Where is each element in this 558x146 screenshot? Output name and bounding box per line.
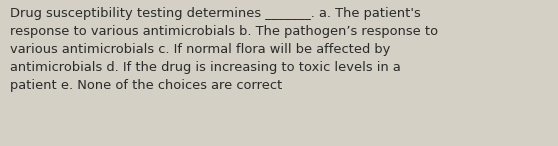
Text: Drug susceptibility testing determines _______. a. The patient's
response to var: Drug susceptibility testing determines _… (10, 7, 438, 92)
